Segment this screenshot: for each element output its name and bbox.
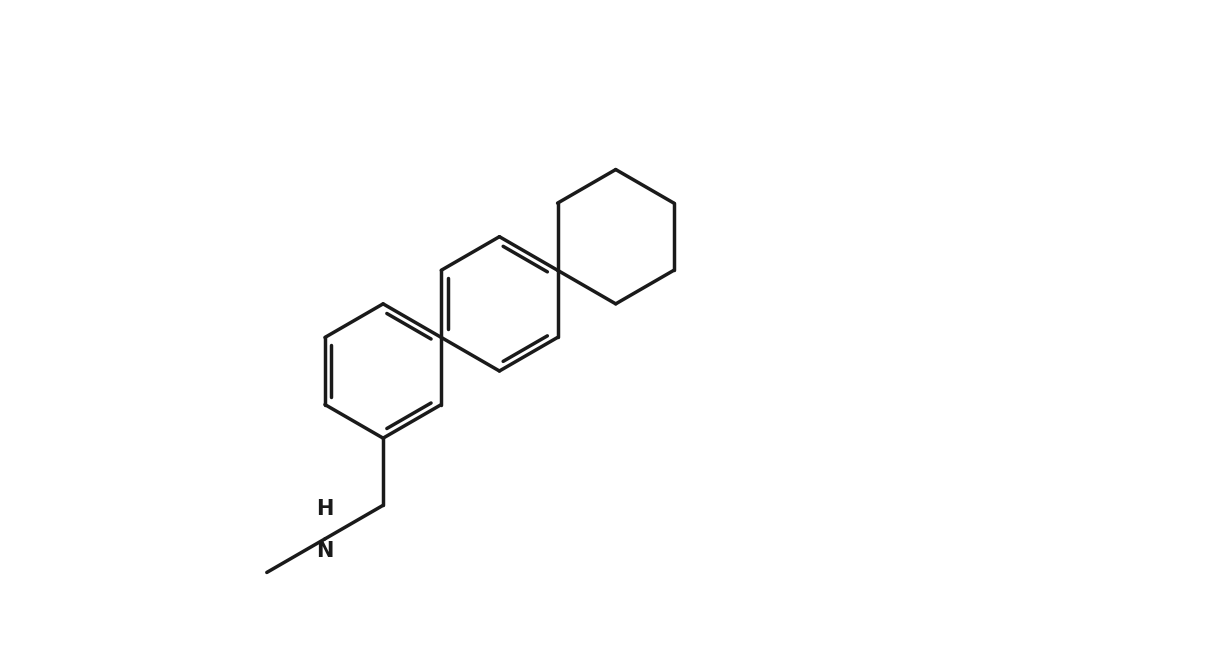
Text: H: H	[316, 499, 334, 519]
Text: N: N	[316, 541, 334, 561]
